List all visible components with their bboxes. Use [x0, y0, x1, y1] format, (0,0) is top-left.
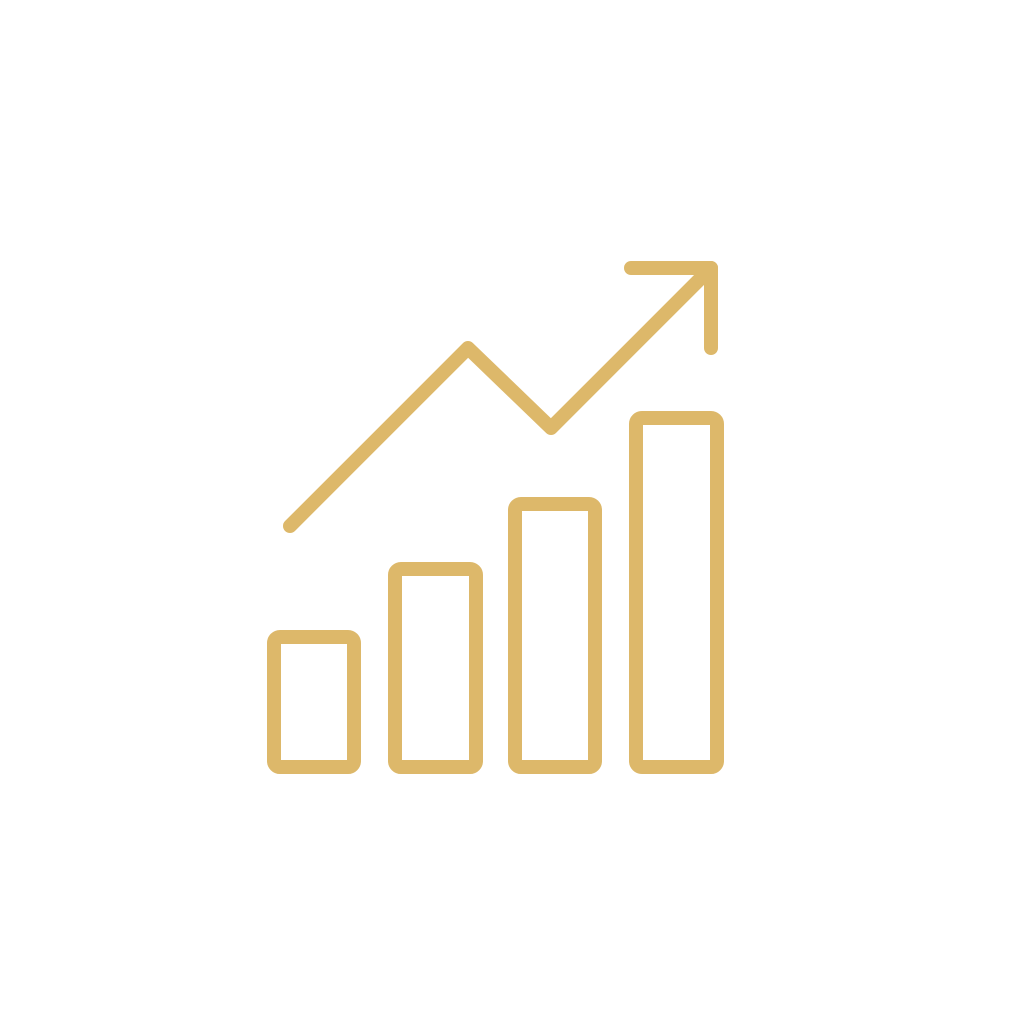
bars-group	[267, 411, 724, 774]
bar-1	[267, 630, 361, 774]
trend-line	[283, 261, 718, 533]
trend-arrow-head	[624, 261, 718, 355]
bar-2	[388, 562, 483, 774]
bar-3	[508, 497, 602, 774]
bar-4	[629, 411, 724, 774]
